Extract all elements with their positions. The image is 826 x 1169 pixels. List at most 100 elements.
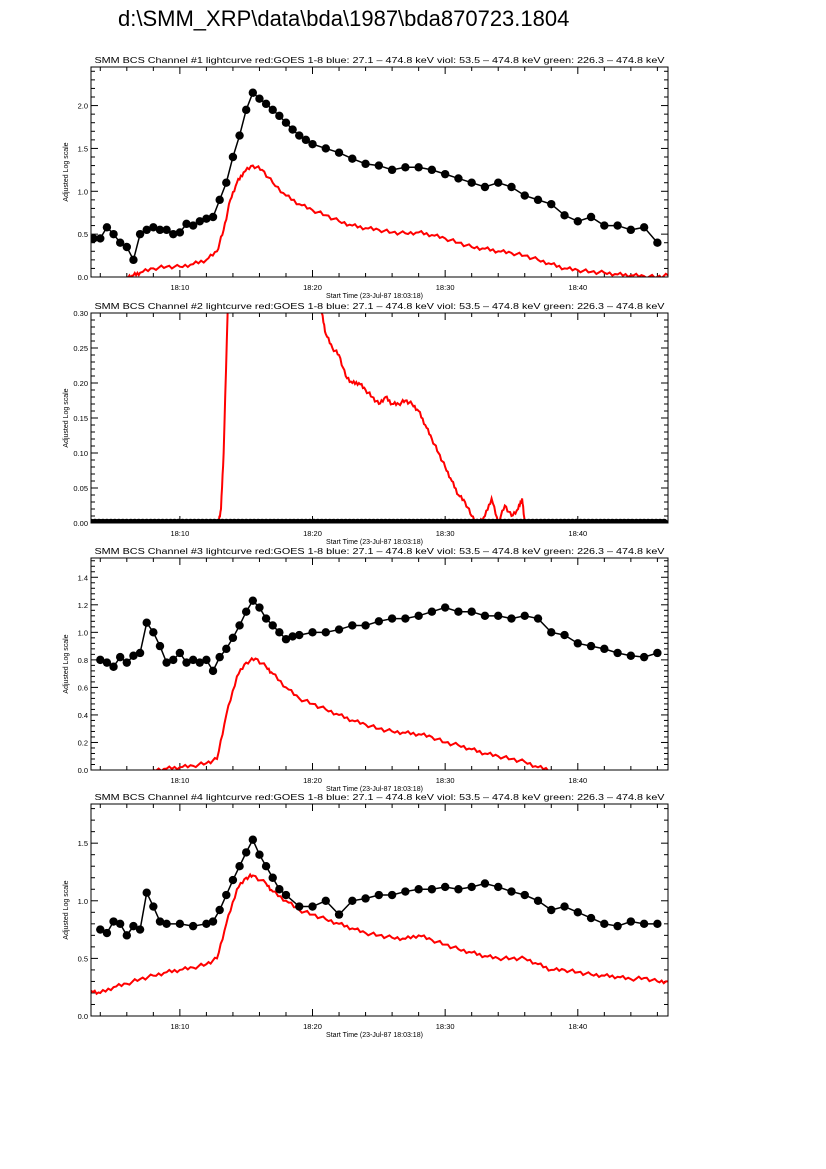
y-tick-label: 1.0: [78, 628, 88, 637]
chart-panel-4: SMM BCS Channel #4 lightcurve red:GOES 1…: [63, 792, 669, 1039]
bcs-data-point: [115, 919, 125, 929]
bcs-data-point: [149, 223, 158, 232]
y-tick-label: 0.5: [78, 230, 88, 239]
bcs-data-point: [361, 621, 370, 630]
y-tick-label: 0.4: [78, 711, 88, 720]
bcs-data-point: [653, 648, 662, 658]
bcs-data-point: [115, 652, 125, 662]
bcs-data-point: [427, 885, 437, 894]
goes-series-line: [217, 313, 526, 523]
y-tick-label: 0.5: [78, 954, 88, 963]
bcs-data-point: [573, 908, 583, 917]
bcs-data-point: [122, 931, 132, 940]
bcs-data-point: [295, 131, 304, 140]
bcs-data-point: [175, 919, 185, 929]
bcs-data-point: [427, 165, 437, 175]
x-tick-label: 18:20: [303, 776, 322, 785]
bcs-data-point: [215, 195, 224, 205]
x-tick-label: 18:20: [303, 529, 322, 538]
bcs-data-point: [135, 229, 145, 239]
bcs-data-point: [586, 641, 596, 651]
bcs-data-point: [361, 894, 370, 903]
bcs-data-point: [560, 902, 569, 911]
bcs-data-point: [440, 169, 450, 179]
bcs-data-point: [600, 919, 609, 929]
bcs-data-point: [374, 617, 384, 626]
plot-area: [96, 596, 662, 770]
bcs-data-point: [208, 212, 218, 222]
page-title: d:\SMM_XRP\data\bda\1987\bda870723.1804: [118, 6, 570, 31]
bcs-data-point: [162, 919, 171, 929]
y-tick-label: 2.0: [78, 102, 88, 111]
bcs-data-point: [135, 925, 145, 934]
bcs-data-point: [334, 148, 344, 157]
bcs-data-point: [308, 628, 317, 637]
bcs-data-point: [467, 607, 476, 616]
bcs-data-point: [149, 902, 158, 911]
bcs-data-point: [275, 628, 284, 637]
bcs-data-point: [480, 182, 490, 192]
bcs-data-point: [387, 165, 397, 175]
bcs-data-point: [520, 890, 529, 900]
bcs-data-point: [96, 234, 105, 243]
bcs-data-point: [91, 234, 98, 243]
y-tick-label: 0.0: [78, 1012, 88, 1021]
bcs-data-point: [261, 614, 271, 623]
x-tick-label: 18:20: [303, 1022, 322, 1031]
bcs-data-point: [626, 917, 636, 926]
plot-frame: [90, 312, 669, 524]
bcs-data-point: [202, 655, 211, 665]
bcs-data-point: [295, 902, 304, 911]
bcs-data-point: [102, 928, 112, 938]
bcs-data-point: [348, 896, 357, 905]
bcs-data-point: [169, 655, 178, 665]
x-tick-label: 18:30: [436, 1022, 455, 1031]
x-tick-label: 18:40: [568, 529, 587, 538]
chart-panel-3: SMM BCS Channel #3 lightcurve red:GOES 1…: [63, 546, 669, 793]
bcs-data-point: [142, 225, 151, 235]
y-tick-label: 0.15: [73, 414, 88, 423]
bcs-data-point: [109, 662, 118, 671]
bcs-data-point: [334, 910, 344, 919]
bcs-data-point: [533, 614, 543, 623]
bcs-data-point: [235, 131, 244, 140]
bcs-data-point: [507, 887, 516, 896]
chart-title: SMM BCS Channel #4 lightcurve red:GOES 1…: [95, 792, 665, 802]
plot-area: [91, 88, 668, 277]
x-tick-label: 18:10: [170, 1022, 189, 1031]
goes-series-line: [126, 164, 668, 277]
bcs-data-point: [374, 890, 384, 900]
bcs-data-point: [122, 658, 132, 667]
bcs-data-point: [547, 628, 556, 637]
bcs-data-point: [162, 225, 171, 235]
bcs-data-point: [175, 228, 185, 237]
bcs-data-point: [255, 94, 264, 103]
x-axis-label: Start Time (23-Jul-87 18:03:18): [326, 1032, 423, 1039]
bcs-data-point: [228, 875, 238, 885]
bcs-data-point: [613, 221, 622, 230]
bcs-data-point: [155, 917, 165, 926]
bcs-data-point: [639, 223, 649, 232]
x-axis-label: Start Time (23-Jul-87 18:03:18): [326, 293, 423, 300]
y-tick-label: 0.6: [78, 683, 88, 692]
bcs-data-point: [182, 658, 191, 667]
y-tick-label: 0.20: [73, 379, 88, 388]
bcs-data-point: [653, 238, 662, 247]
bcs-data-point: [374, 161, 384, 170]
bcs-data-point: [321, 896, 330, 905]
bcs-data-point: [440, 882, 450, 892]
bcs-data-point: [494, 882, 503, 892]
bcs-data-point: [248, 88, 258, 97]
bcs-data-point: [348, 154, 357, 163]
bcs-data-point: [520, 191, 529, 200]
bcs-data-point: [308, 902, 317, 911]
bcs-data-point: [208, 666, 218, 676]
bcs-data-point: [155, 641, 165, 651]
bcs-data-point: [467, 178, 476, 187]
chart-title: SMM BCS Channel #1 lightcurve red:GOES 1…: [95, 55, 665, 65]
bcs-data-point: [261, 862, 271, 871]
x-tick-label: 18:40: [568, 1022, 587, 1031]
bcs-data-point: [600, 644, 609, 654]
bcs-data-point: [288, 632, 297, 641]
bcs-data-point: [188, 655, 198, 665]
